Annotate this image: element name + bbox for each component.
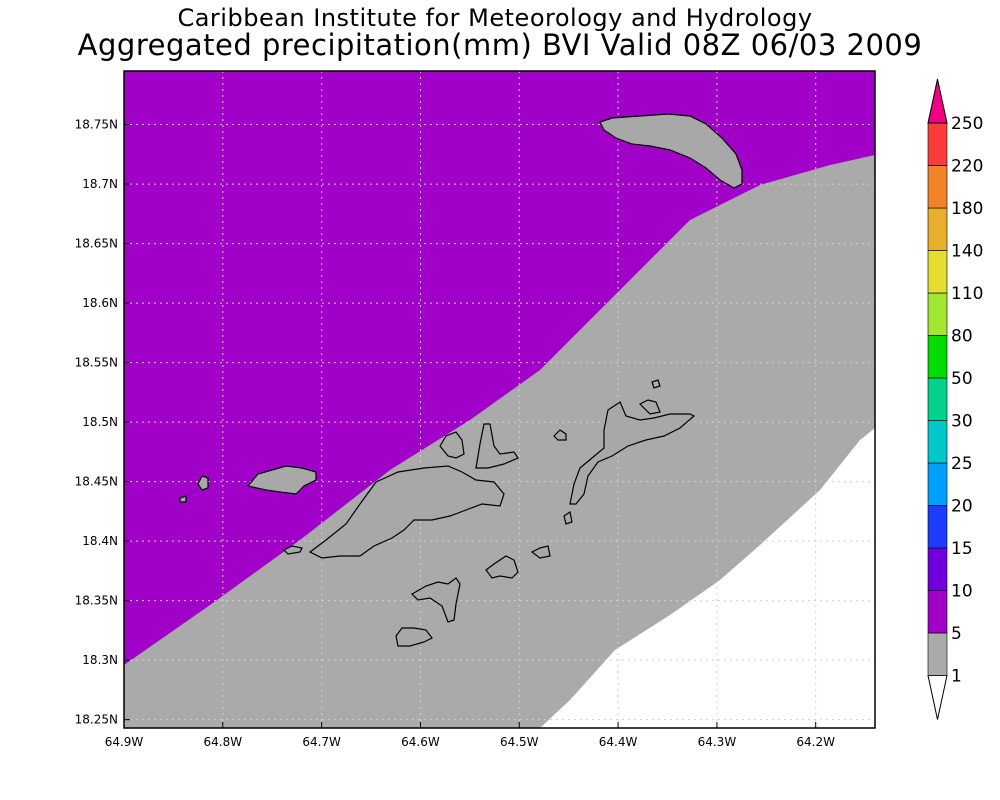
y-axis: 18.75N 18.7N 18.65N 18.6N 18.55N 18.5N 18.45N 1… bbox=[75, 118, 130, 727]
island-small-west-1 bbox=[197, 475, 209, 491]
colorbar-segment bbox=[927, 250, 948, 294]
map-grid bbox=[124, 71, 875, 728]
precip-field bbox=[124, 71, 875, 728]
colorbar-segment bbox=[927, 292, 948, 336]
chart-title-product: Aggregated precipitation(mm) BVI Valid 0… bbox=[77, 28, 923, 62]
y-tick-label: 18.5N bbox=[82, 415, 118, 429]
colorbar-label: 10 bbox=[951, 582, 973, 602]
island-great-camanoe bbox=[475, 423, 519, 469]
y-tick-label: 18.65N bbox=[75, 237, 118, 251]
colorbar-segment bbox=[927, 122, 948, 166]
island-jost-van-dyke bbox=[246, 465, 317, 495]
x-tick-label: 64.5W bbox=[500, 735, 539, 749]
colorbar-label: 50 bbox=[951, 369, 973, 389]
y-tick-label: 18.6N bbox=[82, 296, 118, 310]
colorbar-label: 110 bbox=[951, 284, 983, 304]
colorbar-label: 250 bbox=[951, 114, 983, 134]
island-small-guana bbox=[553, 429, 567, 441]
colorbar-segment bbox=[927, 632, 948, 676]
colorbar-label: 25 bbox=[951, 454, 973, 474]
island-beef bbox=[439, 431, 465, 459]
colorbar-over-triangle bbox=[927, 78, 948, 124]
y-tick-label: 18.25N bbox=[75, 713, 118, 727]
x-tick-label: 64.9W bbox=[105, 735, 144, 749]
colorbar-label: 140 bbox=[951, 242, 983, 262]
island-small-necker bbox=[651, 379, 661, 389]
y-tick-label: 18.45N bbox=[75, 475, 118, 489]
island-peter bbox=[411, 577, 461, 623]
precip-region-below-1mm bbox=[540, 428, 875, 728]
colorbar-under-triangle bbox=[927, 675, 948, 720]
island-small-mosquito bbox=[638, 399, 661, 415]
colorbar-segment bbox=[927, 547, 948, 591]
colorbar-segment bbox=[927, 165, 948, 209]
island-tortola bbox=[308, 465, 505, 559]
chart-title-institution: Caribbean Institute for Meteorology and … bbox=[177, 4, 813, 32]
x-tick-label: 64.7W bbox=[302, 735, 341, 749]
island-small-fallen bbox=[563, 511, 573, 525]
colorbar-segment bbox=[927, 207, 948, 251]
colorbar-label: 80 bbox=[951, 327, 973, 347]
colorbar-label: 220 bbox=[951, 157, 983, 177]
y-tick-label: 18.7N bbox=[82, 177, 118, 191]
x-axis: 64.9W 64.8W 64.7W 64.6W 64.5W 64.4W 64.3W 64.2W bbox=[105, 722, 835, 749]
y-tick-label: 18.75N bbox=[75, 118, 118, 132]
colorbar-label: 5 bbox=[951, 624, 962, 644]
plot-frame bbox=[123, 70, 876, 729]
x-tick-label: 64.6W bbox=[401, 735, 440, 749]
colorbar-label: 1 bbox=[951, 667, 962, 687]
colorbar-label: 15 bbox=[951, 539, 973, 559]
colorbar-label: 30 bbox=[951, 412, 973, 432]
islands bbox=[179, 113, 743, 647]
precip-region-1-5mm bbox=[124, 155, 875, 728]
y-tick-label: 18.35N bbox=[75, 594, 118, 608]
colorbar-segment bbox=[927, 377, 948, 421]
island-norman bbox=[395, 627, 433, 647]
island-virgin-gorda bbox=[569, 401, 696, 505]
island-small-sandy bbox=[282, 545, 303, 555]
x-tick-label: 64.3W bbox=[698, 735, 737, 749]
colorbar-segment bbox=[927, 335, 948, 379]
colorbar-segment bbox=[927, 590, 948, 634]
island-cooper bbox=[485, 555, 519, 579]
y-tick-label: 18.4N bbox=[82, 534, 118, 548]
island-ginger bbox=[530, 545, 551, 559]
island-small-west-2 bbox=[179, 495, 187, 503]
colorbar-label: 180 bbox=[951, 199, 983, 219]
y-tick-label: 18.3N bbox=[82, 653, 118, 667]
colorbar-label: 20 bbox=[951, 497, 973, 517]
x-tick-label: 64.4W bbox=[599, 735, 638, 749]
colorbar-segment bbox=[927, 462, 948, 506]
island-anegada bbox=[599, 113, 743, 189]
y-tick-label: 18.55N bbox=[75, 356, 118, 370]
x-tick-label: 64.2W bbox=[796, 735, 835, 749]
colorbar-segment bbox=[927, 420, 948, 464]
x-tick-label: 64.8W bbox=[204, 735, 243, 749]
colorbar-segment bbox=[927, 505, 948, 549]
